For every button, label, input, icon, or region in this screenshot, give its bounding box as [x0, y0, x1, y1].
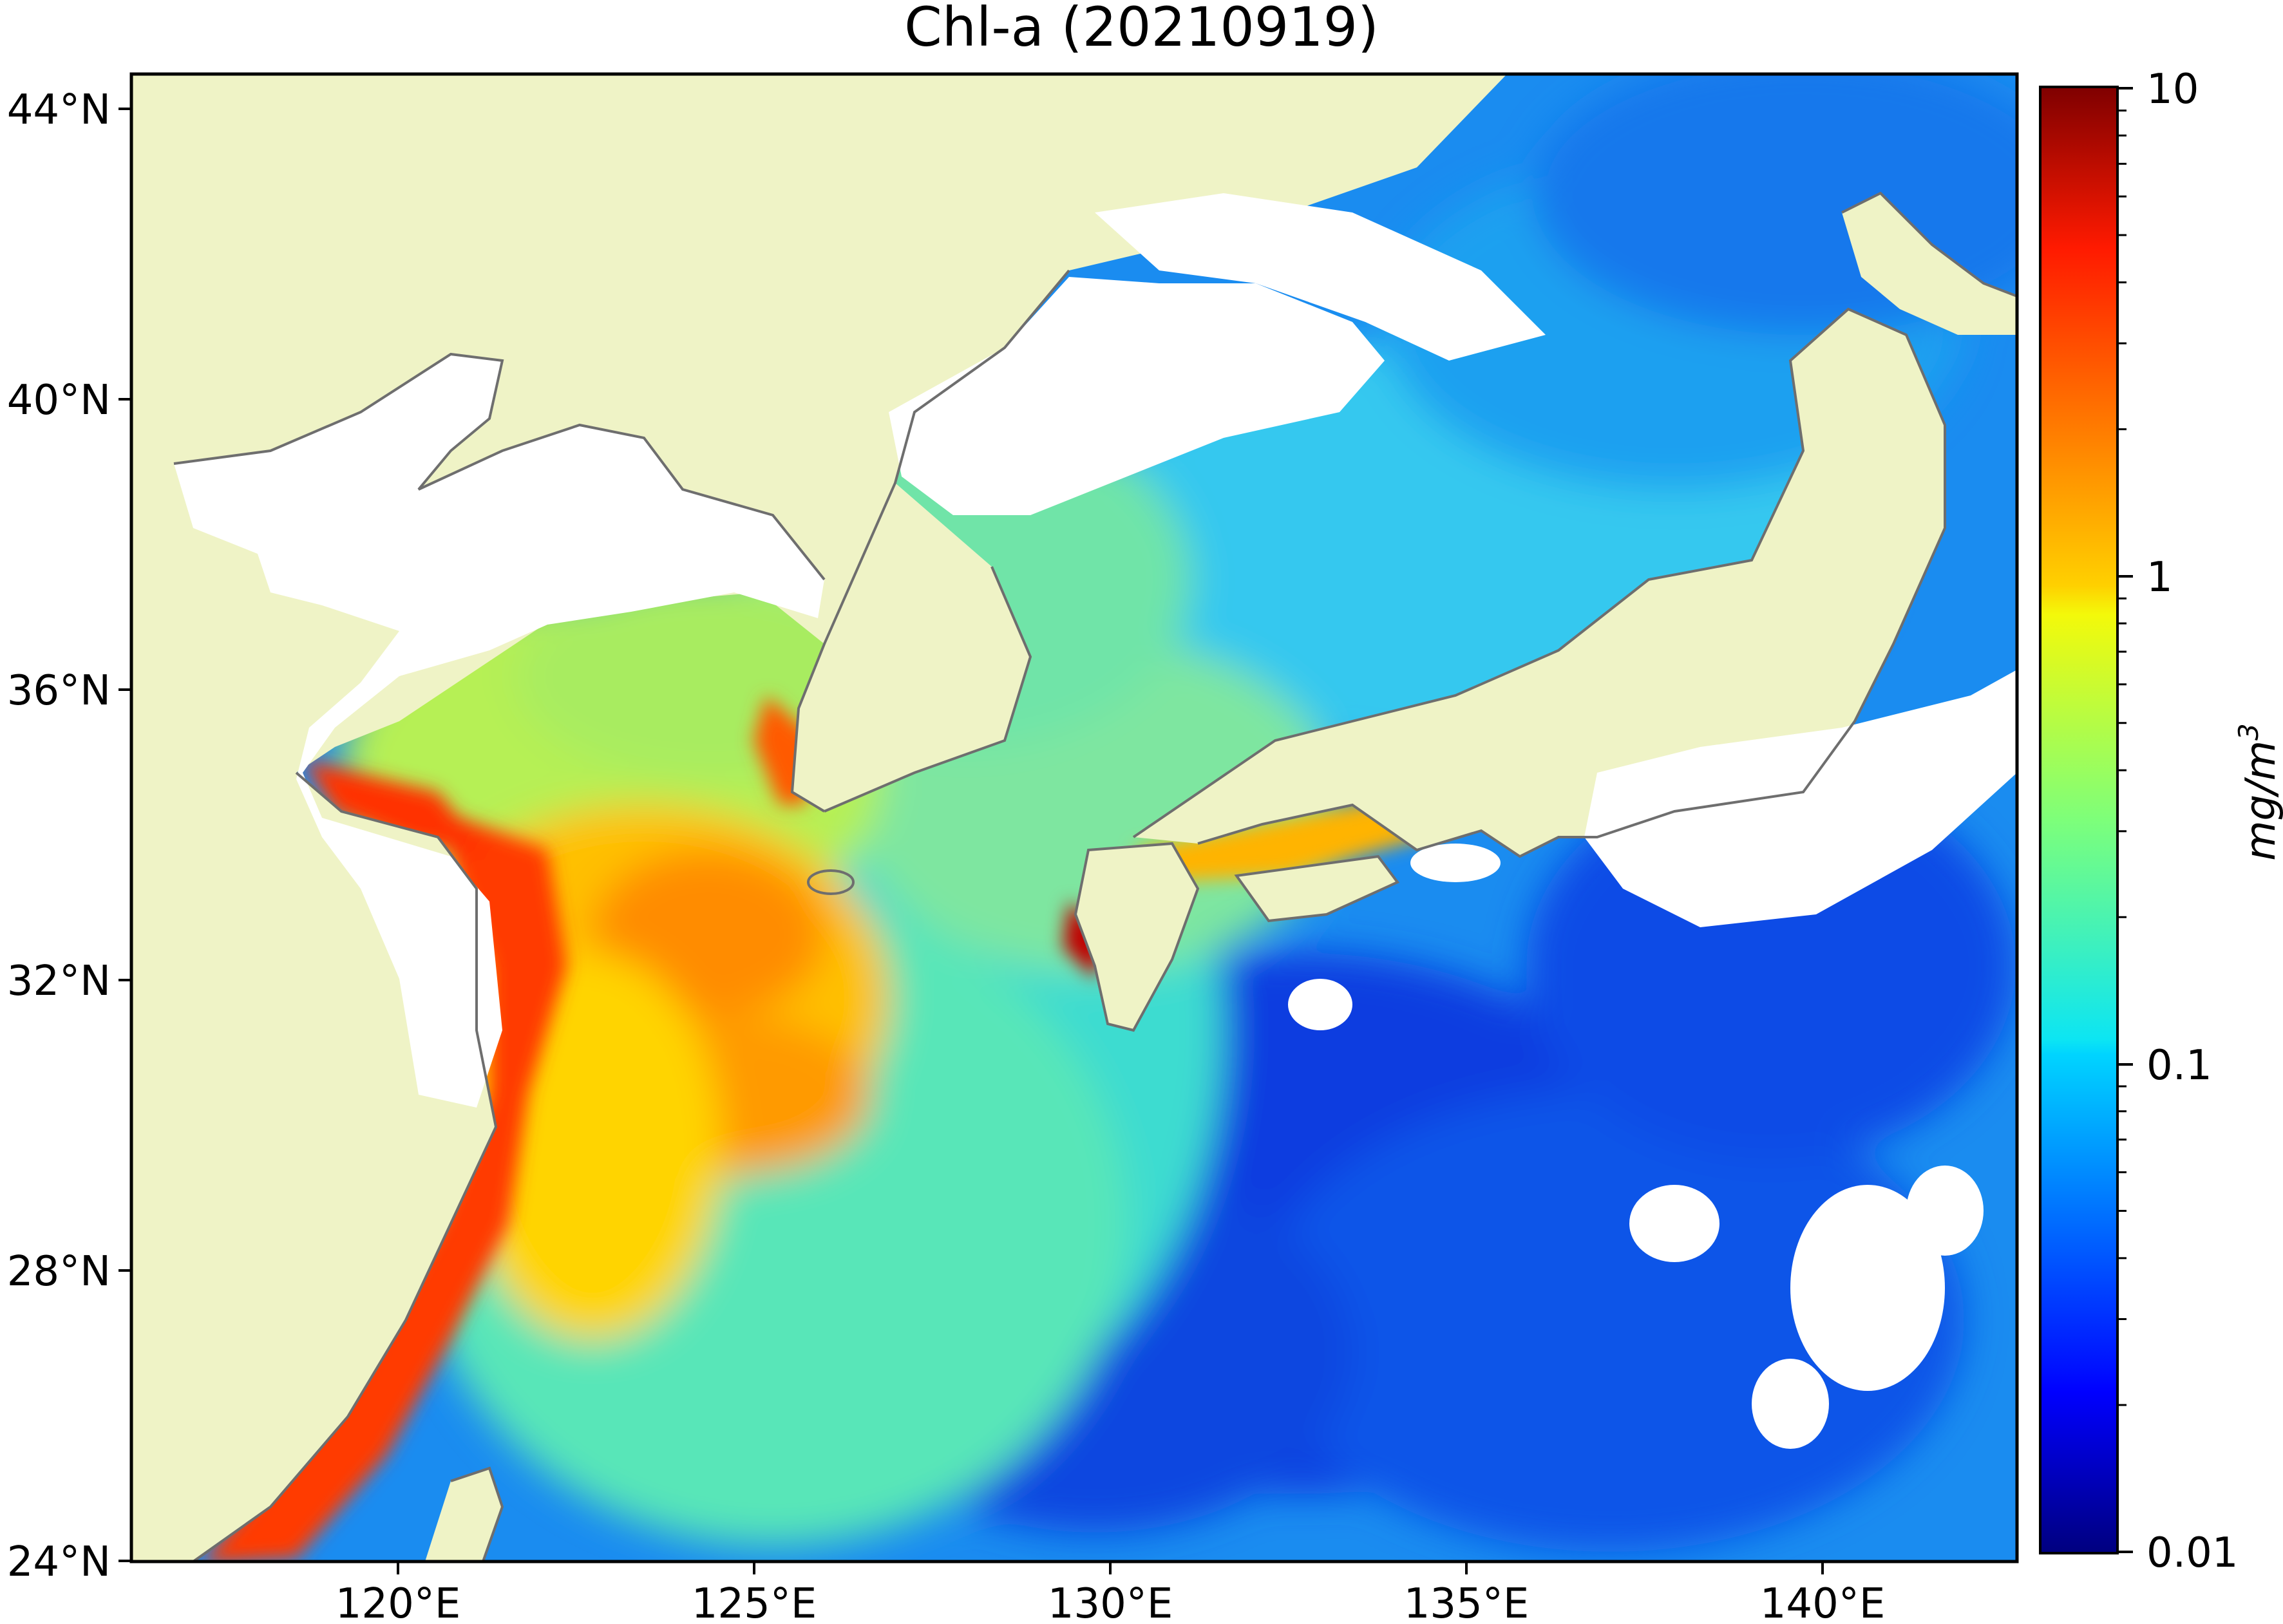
- y-axis: 44°N 40°N 36°N 32°N 28°N 24°N: [7, 86, 131, 1586]
- colorbar-unit-superscript: 3: [2233, 723, 2264, 741]
- x-tick-label: 125°E: [692, 1580, 817, 1624]
- colorbar-minor-ticks: [2117, 109, 2127, 1406]
- land: [131, 74, 2017, 1562]
- x-tick-label: 135°E: [1404, 1580, 1530, 1624]
- y-tick-label: 36°N: [7, 667, 111, 715]
- x-tick-label: 130°E: [1048, 1580, 1173, 1624]
- x-tick-label: 140°E: [1760, 1580, 1886, 1624]
- x-axis: 120°E 125°E 130°E 135°E 140°E: [336, 1562, 1886, 1624]
- colorbar-tick-label: 10: [2146, 66, 2199, 113]
- x-tick-label: 120°E: [336, 1580, 461, 1624]
- y-tick-label: 28°N: [7, 1248, 111, 1296]
- colorbar: 10 1 0.1 0.01 mg/m3: [2039, 66, 2283, 1577]
- map-area: [131, 74, 2017, 1562]
- y-tick-label: 44°N: [7, 86, 111, 134]
- coastline: [173, 191, 2017, 1562]
- colorbar-label: mg/m3: [2233, 723, 2283, 861]
- map-frame: [129, 72, 2019, 1563]
- colorbar-tick-label: 0.1: [2146, 1042, 2212, 1090]
- colorbar-frame: [2039, 86, 2119, 1554]
- colorbar-tick-label: 1: [2146, 554, 2173, 601]
- colorbar-unit: mg/m: [2237, 741, 2283, 861]
- y-tick-label: 24°N: [7, 1538, 111, 1586]
- y-tick-label: 40°N: [7, 377, 111, 424]
- map-title: Chl-a (20210919): [904, 0, 1379, 59]
- colorbar-tick-label: 0.01: [2146, 1529, 2239, 1577]
- no-data-cloud: [174, 193, 2017, 1449]
- y-tick-label: 32°N: [7, 958, 111, 1005]
- colorbar-gradient: [2040, 87, 2117, 1553]
